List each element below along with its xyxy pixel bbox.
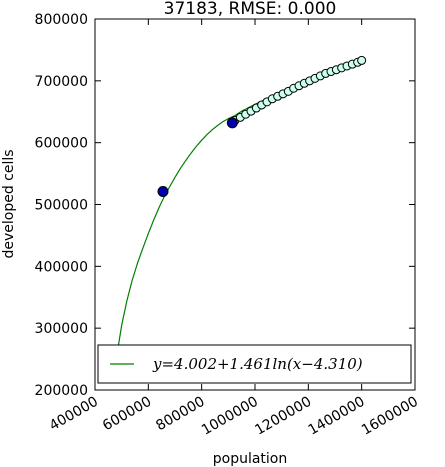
series-layer [115, 55, 367, 359]
x-tick-label: 1000000 [199, 394, 261, 439]
observed-point [157, 186, 169, 198]
x-axis-title: population [213, 451, 288, 467]
fit-curve-line [115, 59, 362, 359]
y-tick-label: 300000 [35, 321, 88, 337]
y-tick-label: 400000 [35, 259, 88, 275]
observed-point [226, 117, 238, 129]
projected-point [357, 55, 367, 65]
legend-box [97, 344, 412, 384]
y-axis: 200000 300000 400000 500000 600000 700000 8000… [35, 12, 415, 399]
legend-fit-label: y=4.002+1.461ln(x−4.310) [152, 355, 363, 373]
x-tick-label: 800000 [153, 394, 207, 435]
y-axis-title: developed cells [1, 149, 17, 258]
x-tick-label: 1600000 [359, 394, 421, 439]
y-tick-label: 500000 [35, 198, 88, 214]
x-tick-label: 400000 [47, 394, 101, 435]
chart-title: 37183, RMSE: 0.000 [164, 0, 337, 19]
x-tick-label: 1200000 [252, 394, 314, 439]
y-tick-label: 600000 [35, 136, 88, 152]
x-tick-label: 1400000 [306, 394, 368, 439]
y-tick-label: 800000 [35, 12, 88, 28]
y-tick-label: 700000 [35, 74, 88, 90]
legend: y=4.002+1.461ln(x−4.310) [97, 344, 412, 384]
x-tick-label: 600000 [100, 394, 154, 435]
plot-frame [94, 18, 416, 391]
y-tick-label: 200000 [35, 383, 88, 399]
plot-area [115, 55, 367, 359]
